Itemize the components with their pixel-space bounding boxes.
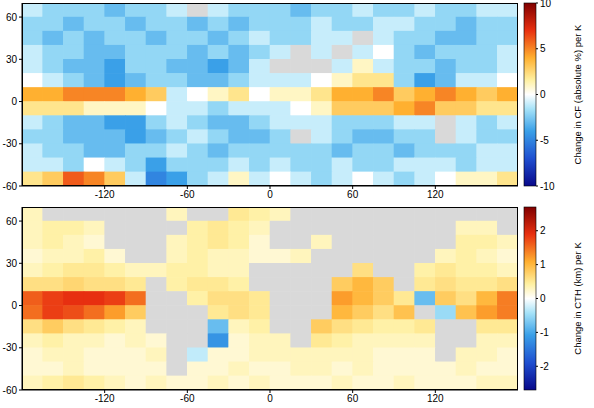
svg-text:0: 0	[267, 393, 273, 404]
svg-text:0: 0	[11, 300, 17, 311]
svg-text:0: 0	[267, 189, 273, 200]
svg-text:30: 30	[8, 258, 17, 269]
svg-text:-120: -120	[95, 393, 115, 404]
svg-text:Change in CTH (km) per K: Change in CTH (km) per K	[572, 242, 583, 355]
svg-text:5: 5	[540, 43, 546, 54]
svg-text:0: 0	[540, 89, 546, 100]
svg-text:60: 60	[8, 12, 17, 23]
svg-text:-10: -10	[540, 181, 555, 192]
svg-text:120: 120	[427, 393, 444, 404]
svg-text:10: 10	[540, 0, 552, 9]
svg-text:30: 30	[8, 54, 17, 65]
svg-text:-1: -1	[540, 327, 549, 338]
svg-text:-60: -60	[8, 385, 17, 396]
svg-text:Change in CF (absolute %) per: Change in CF (absolute %) per K	[572, 24, 583, 165]
svg-text:60: 60	[8, 216, 17, 227]
svg-text:120: 120	[427, 189, 444, 200]
svg-text:-60: -60	[180, 189, 195, 200]
svg-text:2: 2	[540, 225, 546, 236]
svg-text:0: 0	[11, 96, 17, 107]
svg-text:-60: -60	[180, 393, 195, 404]
svg-text:60: 60	[347, 393, 359, 404]
svg-text:-5: -5	[540, 135, 549, 146]
svg-text:1: 1	[540, 259, 546, 270]
svg-text:60: 60	[347, 189, 359, 200]
svg-text:-60: -60	[8, 181, 17, 192]
svg-text:-2: -2	[540, 361, 549, 372]
svg-text:-30: -30	[8, 138, 17, 149]
svg-text:-30: -30	[8, 342, 17, 353]
svg-text:-120: -120	[95, 189, 115, 200]
svg-text:0: 0	[540, 293, 546, 304]
